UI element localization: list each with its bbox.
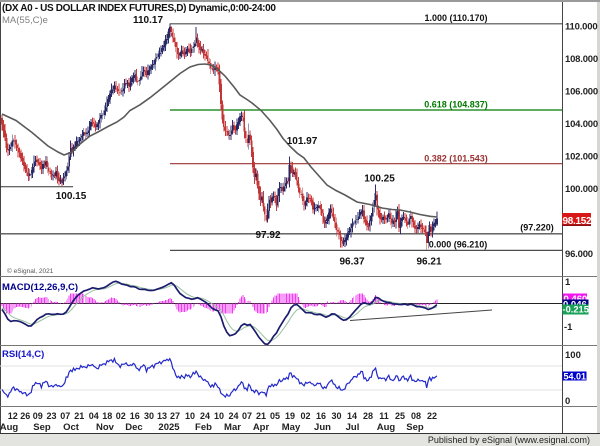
svg-text:Aug: Aug (377, 422, 396, 433)
svg-text:Oct: Oct (63, 422, 80, 433)
svg-text:-1: -1 (564, 322, 573, 333)
svg-text:2025: 2025 (158, 422, 180, 433)
svg-text:0.382 (101.543): 0.382 (101.543) (424, 154, 488, 164)
svg-text:05: 05 (270, 411, 280, 421)
svg-text:Sep: Sep (33, 422, 51, 433)
svg-text:23: 23 (46, 411, 56, 421)
svg-text:104.000: 104.000 (565, 119, 598, 130)
svg-text:02: 02 (300, 411, 310, 421)
svg-text:98.152: 98.152 (563, 216, 593, 227)
svg-text:0.000 (96.210): 0.000 (96.210) (429, 240, 488, 250)
svg-text:Published by eSignal (www.esig: Published by eSignal (www.esignal.com) (428, 435, 590, 445)
svg-text:Aug: Aug (0, 422, 18, 433)
svg-text:07: 07 (60, 411, 70, 421)
svg-text:21: 21 (256, 411, 266, 421)
svg-text:0: 0 (565, 396, 570, 407)
svg-text:54.01: 54.01 (564, 372, 587, 382)
svg-text:Feb: Feb (195, 422, 212, 433)
svg-text:12: 12 (8, 411, 18, 421)
svg-text:08: 08 (411, 411, 421, 421)
svg-text:19: 19 (285, 411, 295, 421)
svg-text:16: 16 (130, 411, 140, 421)
svg-text:Nov: Nov (96, 422, 115, 433)
svg-text:09: 09 (33, 411, 43, 421)
svg-text:96.37: 96.37 (339, 257, 364, 268)
svg-text:106.000: 106.000 (565, 86, 598, 97)
svg-text:30: 30 (331, 411, 341, 421)
svg-text:100: 100 (565, 350, 581, 361)
svg-text:102.000: 102.000 (565, 151, 598, 162)
svg-text:0.618 (104.837): 0.618 (104.837) (424, 100, 488, 110)
svg-text:10: 10 (185, 411, 195, 421)
svg-text:18: 18 (102, 411, 112, 421)
svg-text:04: 04 (89, 411, 99, 421)
svg-text:24: 24 (228, 411, 238, 421)
svg-text:21: 21 (74, 411, 84, 421)
svg-text:02: 02 (116, 411, 126, 421)
svg-text:100.25: 100.25 (364, 174, 395, 185)
svg-text:100.15: 100.15 (56, 191, 87, 202)
svg-text:27: 27 (170, 411, 180, 421)
svg-text:108.000: 108.000 (565, 54, 598, 65)
svg-text:1: 1 (565, 277, 571, 288)
svg-text:RSI(14,C): RSI(14,C) (2, 349, 44, 360)
svg-text:10: 10 (214, 411, 224, 421)
svg-text:Jul: Jul (346, 422, 360, 433)
svg-text:25: 25 (395, 411, 405, 421)
svg-text:Mar: Mar (224, 422, 241, 433)
svg-text:© eSignal, 2021: © eSignal, 2021 (7, 267, 54, 275)
svg-text:1.000 (110.170): 1.000 (110.170) (424, 13, 487, 23)
svg-text:-0.215: -0.215 (563, 305, 589, 315)
svg-text:MA(55,C)e: MA(55,C)e (2, 15, 48, 26)
svg-text:07: 07 (242, 411, 252, 421)
svg-text:11: 11 (379, 411, 389, 421)
svg-text:24: 24 (200, 411, 210, 421)
svg-text:97.92: 97.92 (255, 230, 280, 241)
svg-text:May: May (282, 422, 301, 433)
svg-text:MACD(12,26,9,C): MACD(12,26,9,C) (2, 282, 78, 293)
svg-text:Dec: Dec (125, 422, 142, 433)
svg-text:22: 22 (427, 411, 437, 421)
svg-text:96.21: 96.21 (416, 257, 441, 268)
svg-text:Sep: Sep (406, 422, 424, 433)
svg-text:13: 13 (157, 411, 167, 421)
svg-text:14: 14 (347, 411, 357, 421)
svg-text:Jun: Jun (314, 422, 331, 433)
svg-text:96.000: 96.000 (565, 249, 593, 260)
svg-text:110.000: 110.000 (565, 21, 597, 32)
svg-text:110.17: 110.17 (133, 15, 163, 26)
svg-text:30: 30 (144, 411, 154, 421)
svg-text:(DX A0 - US DOLLAR INDEX FUTUR: (DX A0 - US DOLLAR INDEX FUTURES,D) Dyna… (2, 3, 276, 14)
svg-text:101.97: 101.97 (287, 136, 318, 147)
svg-text:16: 16 (316, 411, 326, 421)
svg-text:26: 26 (20, 411, 30, 421)
svg-text:(97.220): (97.220) (520, 223, 554, 233)
svg-text:Apr: Apr (253, 422, 270, 433)
svg-text:100.000: 100.000 (565, 184, 598, 195)
svg-text:28: 28 (363, 411, 373, 421)
